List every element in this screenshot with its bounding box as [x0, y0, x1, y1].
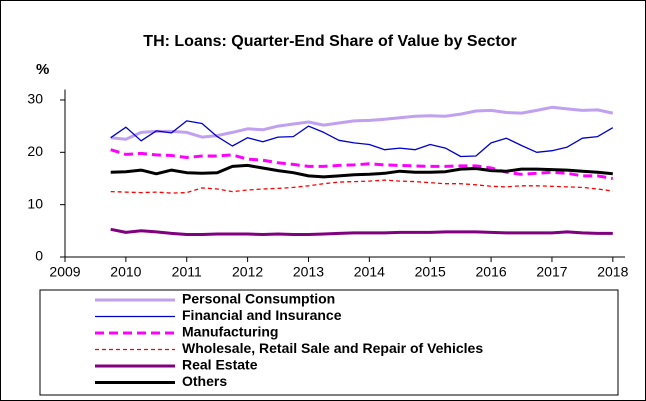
y-tick-label: 30 [27, 91, 43, 107]
x-tick-label: 2014 [354, 264, 385, 280]
x-tick-label: 2015 [415, 264, 446, 280]
x-tick-label: 2011 [172, 264, 202, 280]
x-tick-label: 2017 [536, 264, 567, 280]
y-axis-label: % [36, 61, 49, 78]
legend-label: Personal Consumption [182, 291, 335, 307]
legend-label: Financial and Insurance [182, 307, 342, 323]
series-line [110, 105, 614, 141]
y-tick-label: 10 [27, 195, 43, 211]
x-tick-label: 2010 [110, 264, 141, 280]
x-tick-label: 2012 [232, 264, 263, 280]
x-tick-label: 2018 [597, 264, 628, 280]
series-line [110, 227, 613, 236]
x-tick-label: 2009 [49, 264, 80, 280]
legend-label: Manufacturing [182, 324, 278, 340]
x-tick-label: 2016 [476, 264, 507, 280]
legend-label: Real Estate [182, 357, 258, 373]
legend-box [39, 289, 619, 396]
series-line [110, 148, 614, 180]
x-tick-label: 2013 [293, 264, 324, 280]
legend-label: Wholesale, Retail Sale and Repair of Veh… [182, 340, 483, 356]
series-line [110, 163, 613, 179]
y-tick-label: 20 [27, 143, 43, 159]
series-line [110, 120, 614, 158]
chart-title: TH: Loans: Quarter-End Share of Value by… [143, 33, 516, 50]
legend-label: Others [182, 373, 227, 389]
series-line [110, 179, 613, 194]
y-tick-label: 0 [35, 248, 43, 264]
